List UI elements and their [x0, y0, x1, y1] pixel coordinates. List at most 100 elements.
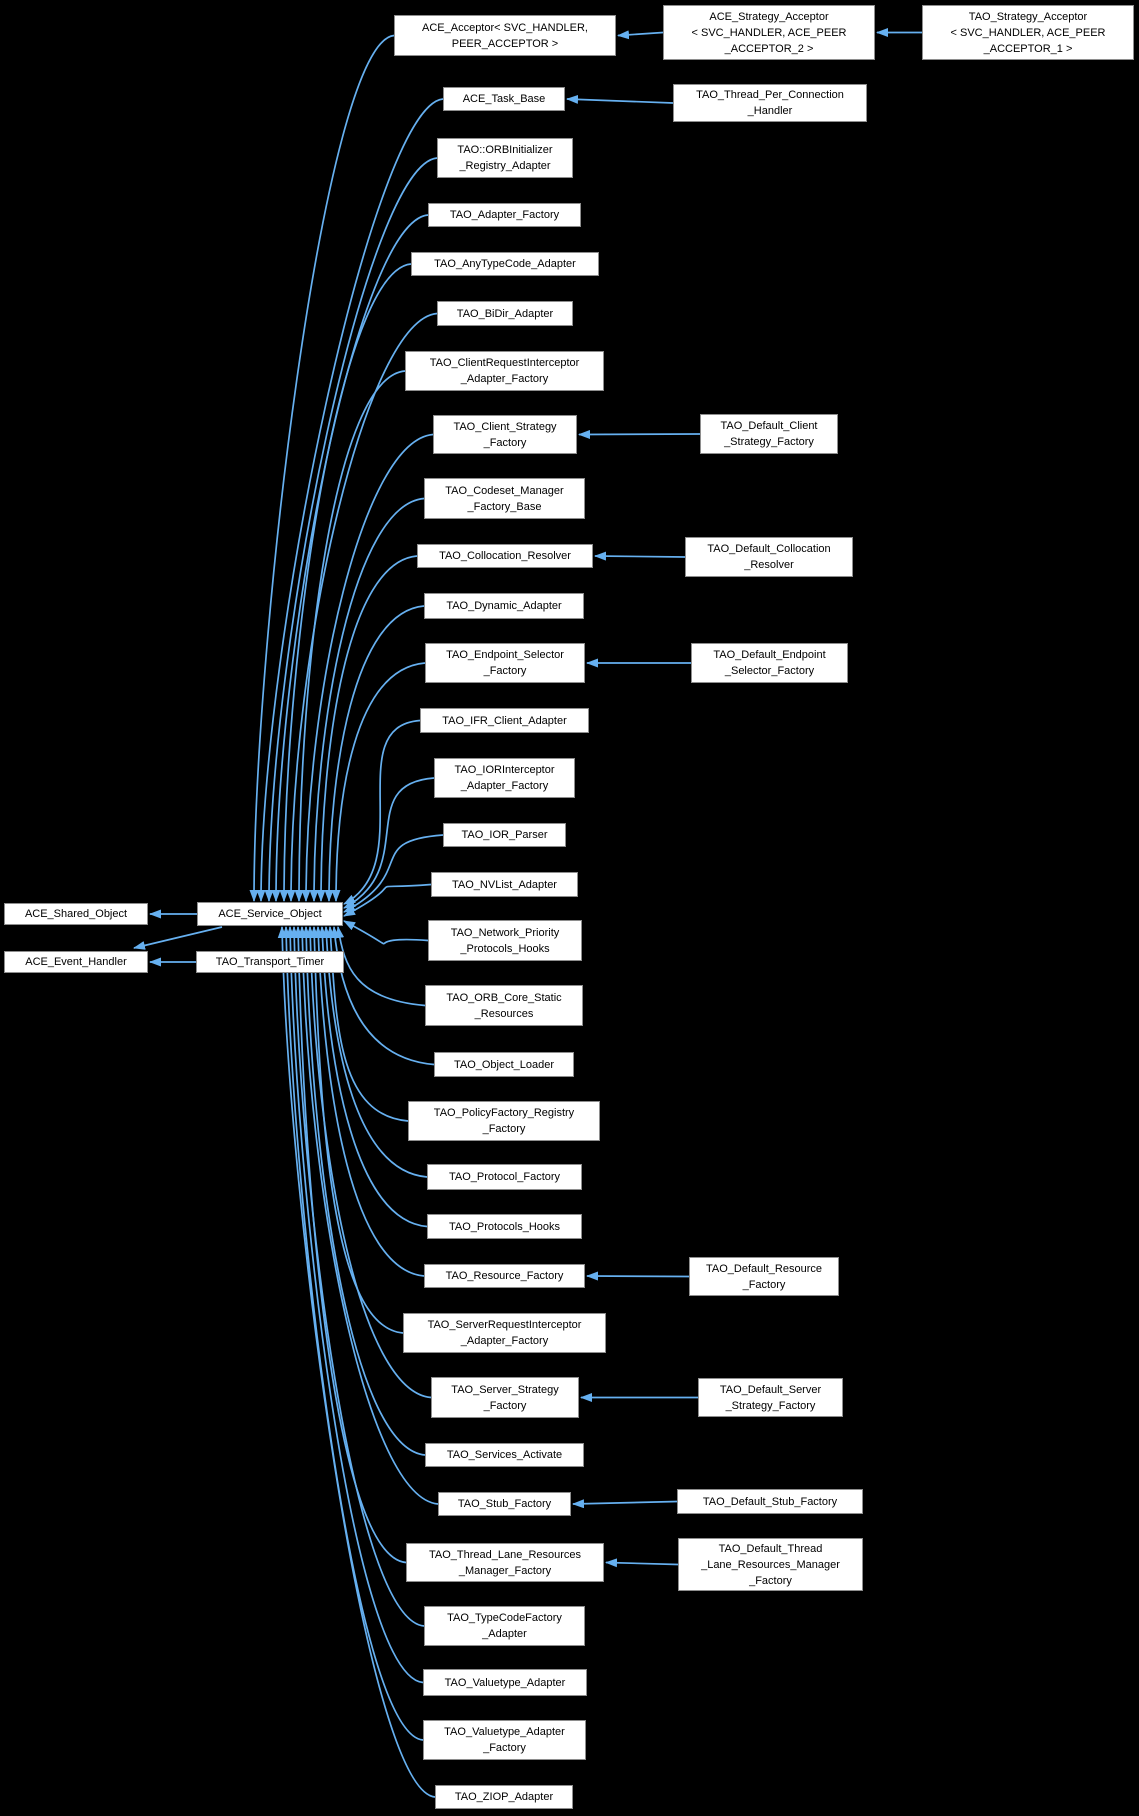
class-node-label: PEER_ACCEPTOR > [451, 37, 559, 50]
inheritance-edge-tao_protocol_factory-to-ace_service_object [322, 926, 428, 1178]
class-node-tao_network_priority_protocols_hooks[interactable]: TAO_Network_Priority _Protocols_Hooks [428, 920, 582, 961]
inheritance-edge-tao_codeset_manager_factory_base-to-ace_service_object [309, 497, 425, 902]
class-node-tao_valuetype_adapter[interactable]: TAO_Valuetype_Adapter [423, 1669, 587, 1696]
class-node-tao_stub_factory[interactable]: TAO_Stub_Factory [438, 1492, 571, 1516]
class-node-tao_default_stub_factory[interactable]: TAO_Default_Stub_Factory [677, 1489, 863, 1514]
class-node-label: TAO_Strategy_Acceptor [968, 10, 1088, 23]
class-node-tao_default_collocation_resolver[interactable]: TAO_Default_Collocation _Resolver [685, 537, 853, 577]
class-node-label: TAO_Endpoint_Selector [446, 649, 564, 661]
class-node-label: < SVC_HANDLER, ACE_PEER [691, 26, 847, 39]
class-node-label: _Factory [482, 1123, 526, 1135]
inheritance-edge-tao_orb_core_static_resources-to-ace_service_object [335, 926, 426, 1007]
class-node-tao_default_resource_factory[interactable]: TAO_Default_Resource _Factory [689, 1257, 839, 1296]
class-node-label: _ACCEPTOR_1 > [983, 42, 1073, 55]
inheritance-edge-tao_bidir_adapter-to-ace_service_object [286, 312, 438, 902]
class-node-tao_thread_per_connection_handler[interactable]: TAO_Thread_Per_Connection _Handler [673, 84, 867, 122]
inheritance-edge-tao_thread_lane_resources_manager_factory-to-ace_service_object [293, 926, 407, 1564]
class-node-label: _Factory [742, 1278, 786, 1291]
class-node-tao_anytypecode_adapter[interactable]: TAO_AnyTypeCode_Adapter [411, 252, 599, 276]
class-node-tao_default_thread_lane_resources_manager_factory[interactable]: TAO_Default_Thread _Lane_Resources_Manage… [678, 1538, 863, 1591]
class-node-label: ACE_Event_Handler [25, 956, 127, 968]
class-node-tao_dynamic_adapter[interactable]: TAO_Dynamic_Adapter [424, 593, 584, 619]
class-node-tao_bidir_adapter[interactable]: TAO_BiDir_Adapter [437, 301, 573, 326]
inheritance-edge-tao_serverrequestinterceptor_adapter_factory-to-ace_service_object [309, 926, 404, 1334]
class-node-label: _Resolver [744, 559, 794, 571]
class-node-tao_clientrequestinterceptor_adapter_factory[interactable]: TAO_ClientRequestInterceptor _Adapter_Fac… [405, 351, 604, 391]
class-node-tao_ifr_client_adapter[interactable]: TAO_IFR_Client_Adapter [420, 708, 589, 733]
inheritance-edge-tao_clientrequestinterceptor_adapter_factory-to-ace_service_object [294, 370, 406, 902]
class-node-tao_typecodefactory_adapter[interactable]: TAO_TypeCodeFactory _Adapter [424, 1606, 585, 1646]
class-node-tao_nvlist_adapter[interactable]: TAO_NVList_Adapter [431, 872, 578, 897]
class-node-tao_orb_core_static_resources[interactable]: TAO_ORB_Core_Static _Resources [425, 985, 583, 1026]
class-node-label: TAO_Client_Strategy [453, 420, 557, 433]
class-node-ace_shared_object[interactable]: ACE_Shared_Object [4, 903, 148, 925]
class-node-tao_ziop_adapter[interactable]: TAO_ZIOP_Adapter [435, 1785, 573, 1809]
class-node-tao_orbinitializer_registry_adapter[interactable]: TAO::ORBInitializer _Registry_Adapter [437, 138, 573, 178]
inheritance-edge-ace_strategy_acceptor-to-ace_acceptor [617, 30, 664, 40]
class-node-label: TAO_Transport_Timer [215, 956, 325, 968]
inheritance-edge-tao_valuetype_adapter-to-ace_service_object [285, 926, 424, 1684]
class-node-tao_codeset_manager_factory_base[interactable]: TAO_Codeset_Manager _Factory_Base [424, 478, 585, 519]
class-node-tao_iorinterceptor_adapter_factory[interactable]: TAO_IORInterceptor _Adapter_Factory [434, 758, 575, 798]
class-node-label: _Factory [483, 1742, 526, 1754]
class-node-label: TAO_Default_Thread [718, 1542, 823, 1555]
inheritance-edge-tao_network_priority_protocols_hooks-to-ace_service_object [343, 920, 429, 945]
class-node-tao_client_strategy_factory[interactable]: TAO_Client_Strategy _Factory [433, 415, 577, 454]
class-node-label: TAO_ORB_Core_Static [446, 991, 562, 1004]
class-node-label: _Resources [474, 1007, 534, 1020]
class-node-label: TAO_Default_Resource [706, 1262, 822, 1275]
class-node-label: _Manager_Factory [458, 1564, 552, 1577]
class-node-tao_endpoint_selector_factory[interactable]: TAO_Endpoint_Selector _Factory [425, 643, 585, 683]
class-node-tao_protocols_hooks[interactable]: TAO_Protocols_Hooks [427, 1214, 582, 1239]
inheritance-edge-ace_task_base-to-ace_service_object [256, 98, 444, 902]
class-node-tao_ior_parser[interactable]: TAO_IOR_Parser [443, 823, 566, 847]
class-node-ace_strategy_acceptor[interactable]: ACE_Strategy_Acceptor < SVC_HANDLER, ACE_… [663, 5, 875, 60]
inheritance-edge-tao_ior_parser-to-ace_service_object [343, 834, 444, 913]
class-node-label: _Protocols_Hooks [460, 942, 550, 955]
class-node-tao_serverrequestinterceptor_adapter_factory[interactable]: TAO_ServerRequestInterceptor _Adapter_Fac… [403, 1313, 606, 1353]
class-node-label: _Adapter_Factory [460, 1335, 549, 1347]
class-node-tao_adapter_factory[interactable]: TAO_Adapter_Factory [428, 203, 581, 227]
class-node-label: TAO_IOR_Parser [461, 829, 548, 841]
class-node-tao_collocation_resolver[interactable]: TAO_Collocation_Resolver [417, 544, 593, 568]
class-node-label: TAO_Default_Endpoint [713, 649, 826, 661]
class-node-label: _Lane_Resources_Manager [701, 1558, 840, 1571]
class-node-label: TAO_BiDir_Adapter [456, 307, 554, 320]
inheritance-edge-tao_collocation_resolver-to-ace_service_object [316, 555, 418, 902]
class-node-label: TAO_Services_Activate [446, 1449, 563, 1461]
class-node-label: _Registry_Adapter [459, 160, 551, 172]
class-node-tao_services_activate[interactable]: TAO_Services_Activate [425, 1443, 584, 1467]
class-node-label: _Strategy_Factory [725, 1399, 816, 1412]
inheritance-edge-tao_default_collocation_resolver-to-tao_collocation_resolver [594, 551, 686, 561]
inheritance-edge-tao_ifr_client_adapter-to-ace_service_object [343, 719, 421, 905]
class-node-tao_default_server_strategy_factory[interactable]: TAO_Default_Server _Strategy_Factory [698, 1378, 843, 1417]
class-node-ace_acceptor[interactable]: ACE_Acceptor< SVC_HANDLER, PEER_ACCEPTOR … [394, 15, 616, 56]
class-node-tao_default_endpoint_selector_factory[interactable]: TAO_Default_Endpoint _Selector_Factory [691, 643, 848, 683]
class-node-ace_task_base[interactable]: ACE_Task_Base [443, 87, 565, 111]
class-node-label: TAO_Default_Client [720, 420, 818, 432]
class-node-label: TAO_Protocols_Hooks [448, 1220, 561, 1233]
class-node-label: TAO_Protocol_Factory [448, 1171, 561, 1183]
class-node-label: TAO_Valuetype_Adapter [444, 1676, 566, 1689]
class-node-ace_service_object[interactable]: ACE_Service_Object [197, 902, 343, 926]
class-node-label: TAO_PolicyFactory_Registry [433, 1107, 575, 1119]
class-node-tao_transport_timer[interactable]: TAO_Transport_Timer [196, 951, 344, 973]
inheritance-edge-tao_client_strategy_factory-to-ace_service_object [301, 433, 434, 902]
class-node-tao_resource_factory[interactable]: TAO_Resource_Factory [424, 1264, 585, 1288]
class-node-tao_thread_lane_resources_manager_factory[interactable]: TAO_Thread_Lane_Resources _Manager_Factor… [406, 1543, 604, 1582]
class-node-tao_policyfactory_registry_factory[interactable]: TAO_PolicyFactory_Registry _Factory [408, 1101, 600, 1141]
class-node-tao_server_strategy_factory[interactable]: TAO_Server_Strategy _Factory [431, 1377, 579, 1418]
class-node-tao_strategy_acceptor[interactable]: TAO_Strategy_Acceptor < SVC_HANDLER, ACE_… [922, 5, 1134, 60]
inheritance-edge-tao_default_client_strategy_factory-to-tao_client_strategy_factory [578, 429, 701, 439]
class-node-label: TAO_Network_Priority [450, 926, 560, 939]
inheritance-edge-tao_thread_per_connection_handler-to-ace_task_base [566, 94, 674, 104]
class-node-label: _Factory [483, 1399, 527, 1412]
class-node-tao_valuetype_adapter_factory[interactable]: TAO_Valuetype_Adapter _Factory [423, 1720, 586, 1760]
class-node-tao_default_client_strategy_factory[interactable]: TAO_Default_Client _Strategy_Factory [700, 414, 838, 454]
inheritance-edge-tao_protocols_hooks-to-ace_service_object [317, 926, 428, 1228]
class-node-ace_event_handler[interactable]: ACE_Event_Handler [4, 951, 148, 973]
class-node-tao_object_loader[interactable]: TAO_Object_Loader [434, 1052, 574, 1077]
class-node-tao_protocol_factory[interactable]: TAO_Protocol_Factory [427, 1164, 582, 1190]
inheritance-edge-tao_typecodefactory_adapter-to-ace_service_object [289, 926, 425, 1627]
